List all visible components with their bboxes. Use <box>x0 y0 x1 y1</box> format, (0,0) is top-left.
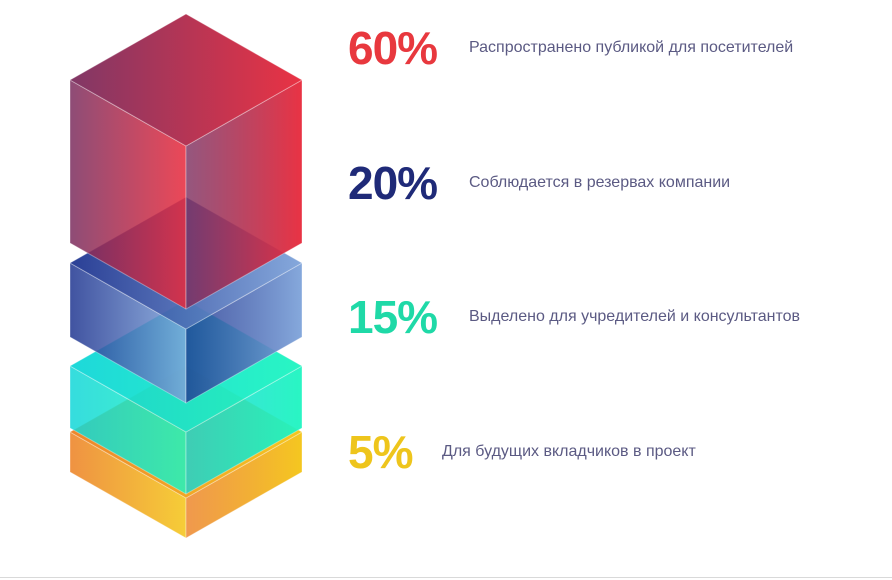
percent-label: 60% <box>348 22 438 74</box>
bottom-divider <box>0 577 892 578</box>
percent-label: 5% <box>348 426 413 478</box>
layer-right-face <box>185 79 303 310</box>
layer-right-face <box>185 262 303 404</box>
legend-description: Выделено для учредителей и консультантов <box>469 308 801 325</box>
layer-top-face <box>69 13 303 147</box>
layer-0 <box>69 13 303 310</box>
legend-description: Для будущих вкладчиков в проект <box>442 443 696 460</box>
legend-description: Распространено публикой для посетителей <box>469 39 794 56</box>
layer-right-face <box>185 365 303 495</box>
legend-description: Соблюдается в резервах компании <box>469 174 731 191</box>
percent-label: 15% <box>348 291 438 343</box>
percent-label: 20% <box>348 157 438 209</box>
layer-right-face <box>185 431 303 539</box>
stacked-layers-chart <box>69 13 303 539</box>
